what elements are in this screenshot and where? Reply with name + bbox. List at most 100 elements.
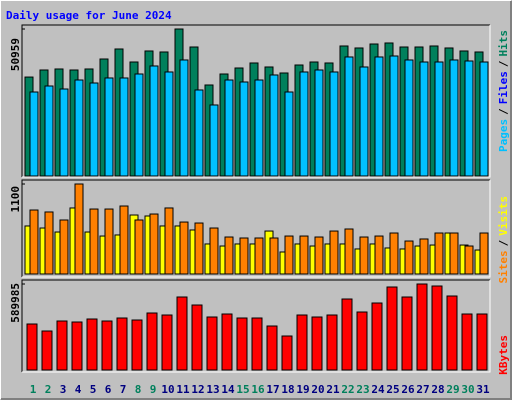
panel-border-light	[22, 180, 491, 278]
bar	[449, 59, 459, 177]
x-tick-label: 26	[401, 383, 415, 396]
x-tick-label: 11	[176, 383, 190, 396]
bar	[194, 89, 204, 177]
bar	[251, 317, 263, 371]
x-tick-label: 20	[311, 383, 324, 396]
bar	[419, 238, 429, 275]
bar	[329, 71, 339, 177]
bar	[236, 317, 248, 371]
bar	[416, 283, 428, 371]
bar	[284, 235, 294, 275]
bar	[89, 208, 99, 275]
x-tick-label: 22	[341, 383, 354, 396]
bar	[299, 71, 309, 177]
x-tick-label: 18	[281, 383, 294, 396]
panel-border-dark	[21, 279, 490, 372]
bar	[224, 79, 234, 177]
bar	[179, 59, 189, 177]
bar	[449, 232, 459, 275]
x-tick-label: 28	[431, 383, 444, 396]
bar	[296, 314, 308, 371]
bar	[26, 323, 38, 371]
bar	[44, 211, 54, 275]
x-tick-label: 12	[191, 383, 204, 396]
x-tick-label: 27	[416, 383, 429, 396]
bar	[149, 65, 159, 177]
x-tick-label: 21	[326, 383, 340, 396]
bar	[329, 230, 339, 275]
bar	[176, 296, 188, 371]
legend: Sites / Visits	[497, 196, 510, 284]
bar	[44, 85, 54, 177]
bar	[74, 183, 84, 275]
bar	[401, 296, 413, 371]
bar	[164, 71, 174, 177]
bar	[56, 320, 68, 371]
bar	[119, 77, 129, 177]
bar	[389, 55, 399, 177]
bar	[239, 81, 249, 177]
bar	[464, 60, 474, 177]
bar	[281, 335, 293, 371]
bar	[341, 298, 353, 371]
bar	[224, 236, 234, 275]
bar	[404, 59, 414, 177]
x-tick-label: 8	[135, 383, 142, 396]
legend: KBytes	[497, 335, 510, 375]
panel-border-dark	[21, 179, 490, 277]
bar	[479, 61, 489, 177]
bar	[374, 235, 384, 275]
bar	[104, 77, 114, 177]
bar	[299, 235, 309, 275]
legend-separator: /	[497, 239, 510, 246]
bar	[239, 237, 249, 275]
bar	[446, 295, 458, 371]
bar	[254, 79, 264, 177]
bar	[326, 314, 338, 371]
bar	[221, 313, 233, 371]
x-tick-label: 31	[476, 383, 490, 396]
bar	[101, 320, 113, 371]
bar	[374, 56, 384, 177]
bar	[74, 79, 84, 177]
bar	[359, 236, 369, 275]
x-tick-label: 6	[105, 383, 112, 396]
bar	[134, 73, 144, 177]
legend-entry: KBytes	[497, 335, 510, 375]
x-tick-label: 9	[150, 383, 157, 396]
bar	[41, 330, 53, 371]
bar	[476, 313, 488, 371]
bar	[134, 219, 144, 275]
x-tick-label: 24	[371, 383, 385, 396]
bar	[179, 221, 189, 275]
bar	[356, 311, 368, 371]
bar	[314, 69, 324, 177]
bar	[254, 237, 264, 275]
bar	[434, 61, 444, 177]
x-tick-label: 1	[30, 383, 37, 396]
bar	[464, 245, 474, 275]
bar	[209, 227, 219, 275]
y-max-label: 1100	[9, 186, 22, 213]
bar	[131, 319, 143, 371]
y-max-label: 50959	[9, 38, 22, 71]
legend-entry: Files	[497, 71, 510, 104]
x-tick-label: 13	[206, 383, 219, 396]
x-tick-label: 5	[90, 383, 97, 396]
x-tick-label: 2	[45, 383, 52, 396]
bar	[269, 74, 279, 177]
legend-separator: /	[497, 108, 510, 115]
panel-border-light	[22, 25, 491, 178]
legend-entry: Hits	[497, 30, 510, 57]
bar	[29, 209, 39, 275]
x-tick-label: 29	[446, 383, 459, 396]
bar	[359, 66, 369, 177]
bar	[209, 104, 219, 177]
bar	[371, 302, 383, 371]
bar	[161, 314, 173, 371]
bar	[104, 208, 114, 275]
bar	[194, 222, 204, 275]
bar	[89, 82, 99, 177]
bar	[344, 56, 354, 177]
legend-entry: Visits	[497, 196, 510, 236]
